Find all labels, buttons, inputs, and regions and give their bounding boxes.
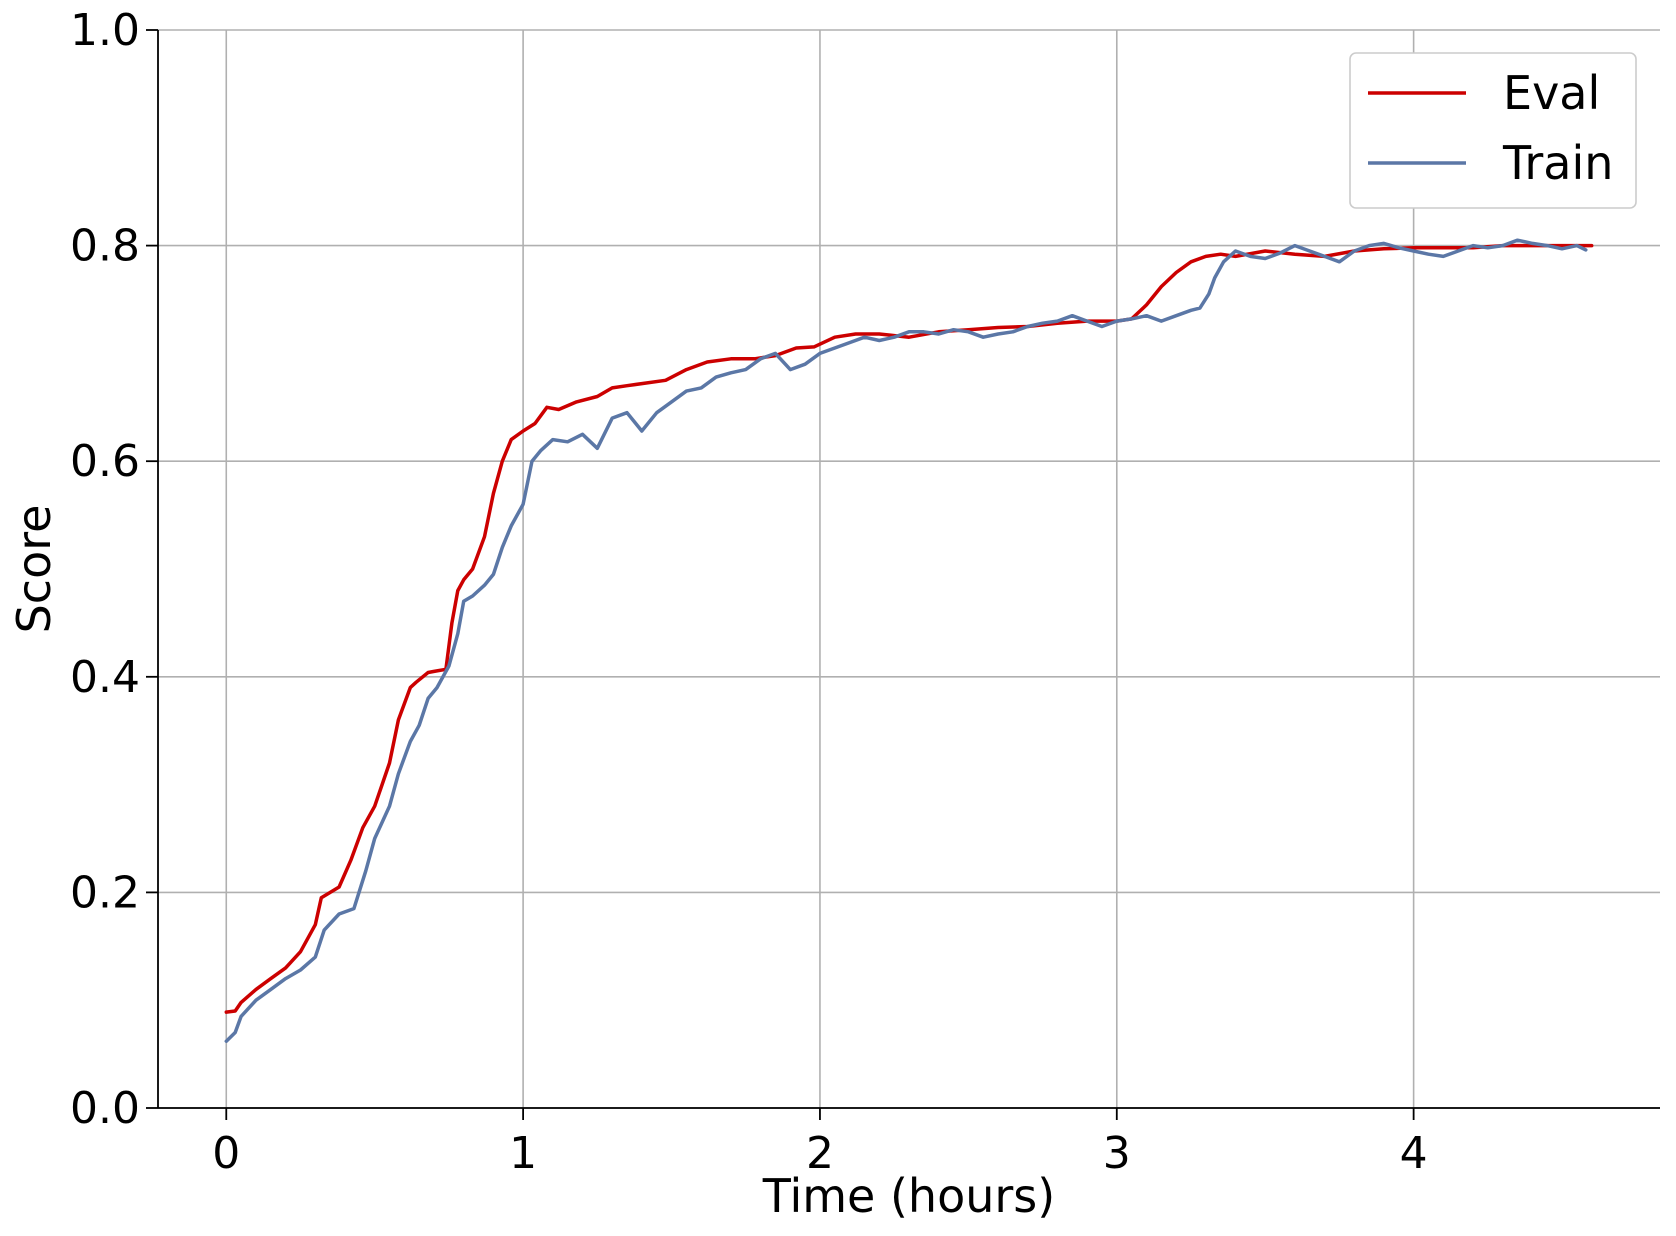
x-tick-label: 1 xyxy=(509,1128,537,1179)
y-tick-label: 1.0 xyxy=(70,5,140,56)
y-tick-label: 0.6 xyxy=(70,436,140,487)
y-tick-label: 0.8 xyxy=(70,221,140,272)
x-tick-label: 0 xyxy=(212,1128,240,1179)
y-tick-label: 0.0 xyxy=(70,1083,140,1134)
axes xyxy=(157,30,1660,1109)
legend-label-eval: Eval xyxy=(1503,66,1600,120)
y-axis-ticks: 0.0 0.2 0.4 0.6 0.8 1.0 xyxy=(70,5,158,1134)
series-line-eval xyxy=(224,243,1594,1014)
x-tick-label: 4 xyxy=(1400,1128,1428,1179)
y-tick-label: 0.2 xyxy=(70,867,140,918)
y-tick-label: 0.4 xyxy=(70,652,140,703)
legend-label-train: Train xyxy=(1502,136,1613,190)
grid xyxy=(158,29,1660,1109)
x-tick-label: 3 xyxy=(1103,1128,1131,1179)
series-layer xyxy=(224,238,1594,1043)
x-axis-title: Time (hours) xyxy=(762,1169,1055,1223)
x-tick-label: 2 xyxy=(806,1128,834,1179)
series-line-train xyxy=(224,238,1588,1043)
x-axis-ticks: 0 1 2 3 4 xyxy=(212,1108,1428,1179)
y-axis-title: Score xyxy=(7,505,61,634)
legend: Eval Train xyxy=(1349,52,1637,209)
